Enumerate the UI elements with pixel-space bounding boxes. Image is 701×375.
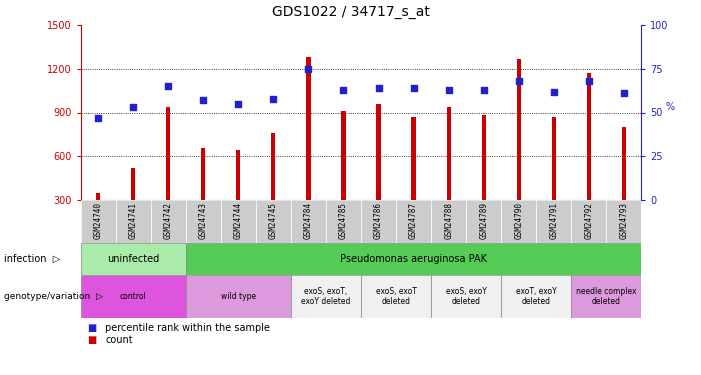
Text: percentile rank within the sample: percentile rank within the sample	[105, 323, 270, 333]
Bar	[256, 200, 291, 243]
Bar	[361, 200, 396, 243]
Bar	[501, 200, 536, 243]
Bar	[431, 275, 501, 318]
Bar	[221, 200, 256, 243]
Bar	[536, 200, 571, 243]
Point	[128, 104, 139, 110]
Point	[338, 87, 349, 93]
Point	[303, 66, 314, 72]
Text: ■: ■	[88, 335, 97, 345]
Bar	[201, 147, 205, 200]
Text: exoS, exoY
deleted: exoS, exoY deleted	[446, 287, 486, 306]
Bar	[81, 275, 186, 318]
Bar	[151, 200, 186, 243]
Text: GSM24743: GSM24743	[199, 202, 207, 239]
Text: GSM24792: GSM24792	[585, 202, 593, 239]
Point	[408, 85, 419, 91]
Bar	[186, 243, 641, 275]
Text: wild type: wild type	[221, 292, 256, 301]
Bar	[482, 116, 486, 200]
Bar	[131, 168, 135, 200]
Text: GSM24744: GSM24744	[234, 202, 243, 239]
Bar	[271, 133, 275, 200]
Text: GSM24789: GSM24789	[479, 202, 488, 239]
Bar	[341, 111, 346, 200]
Text: GSM24787: GSM24787	[409, 202, 418, 239]
Bar	[447, 106, 451, 200]
Point	[618, 90, 629, 96]
Text: exoS, exoT
deleted: exoS, exoT deleted	[376, 287, 416, 306]
Text: genotype/variation  ▷: genotype/variation ▷	[4, 292, 102, 301]
Bar	[517, 58, 521, 200]
Text: needle complex
deleted: needle complex deleted	[576, 287, 637, 306]
Point	[548, 88, 559, 94]
Text: count: count	[105, 335, 132, 345]
Text: GSM24784: GSM24784	[304, 202, 313, 239]
Bar	[571, 200, 606, 243]
Bar	[411, 117, 416, 200]
Bar	[166, 106, 170, 200]
Bar	[306, 57, 311, 200]
Text: GSM24793: GSM24793	[620, 202, 628, 239]
Text: exoT, exoY
deleted: exoT, exoY deleted	[516, 287, 557, 306]
Bar	[291, 200, 326, 243]
Bar	[326, 200, 361, 243]
Text: GSM24745: GSM24745	[269, 202, 278, 239]
Bar	[501, 275, 571, 318]
Bar	[116, 200, 151, 243]
Bar	[291, 275, 361, 318]
Bar	[396, 200, 431, 243]
Text: GDS1022 / 34717_s_at: GDS1022 / 34717_s_at	[271, 5, 430, 19]
Text: GSM24788: GSM24788	[444, 202, 453, 239]
Text: Pseudomonas aeruginosa PAK: Pseudomonas aeruginosa PAK	[340, 254, 487, 264]
Bar	[431, 200, 466, 243]
Text: GSM24786: GSM24786	[374, 202, 383, 239]
Bar	[552, 117, 556, 200]
Bar	[606, 200, 641, 243]
Bar	[236, 150, 240, 200]
Bar	[622, 127, 626, 200]
Point	[93, 115, 104, 121]
Point	[443, 87, 454, 93]
Text: GSM24785: GSM24785	[339, 202, 348, 239]
Bar	[186, 200, 221, 243]
Text: GSM24741: GSM24741	[129, 202, 137, 239]
Bar	[571, 275, 641, 318]
Text: GSM24790: GSM24790	[515, 202, 523, 239]
Text: infection  ▷: infection ▷	[4, 254, 60, 264]
Bar	[376, 104, 381, 200]
Bar	[186, 275, 291, 318]
Bar	[361, 275, 431, 318]
Bar	[466, 200, 501, 243]
Text: GSM24791: GSM24791	[550, 202, 558, 239]
Point	[583, 78, 594, 84]
Text: GSM24740: GSM24740	[94, 202, 102, 239]
Bar	[587, 73, 591, 200]
Point	[513, 78, 524, 84]
Point	[198, 97, 209, 103]
Bar	[81, 243, 186, 275]
Y-axis label: %: %	[666, 102, 675, 112]
Bar	[96, 193, 100, 200]
Text: exoS, exoT,
exoY deleted: exoS, exoT, exoY deleted	[301, 287, 350, 306]
Text: ■: ■	[88, 323, 97, 333]
Point	[163, 83, 174, 89]
Point	[373, 85, 384, 91]
Point	[478, 87, 489, 93]
Text: control: control	[120, 292, 147, 301]
Text: GSM24742: GSM24742	[164, 202, 172, 239]
Point	[233, 101, 244, 107]
Point	[268, 96, 279, 102]
Text: uninfected: uninfected	[107, 254, 159, 264]
Bar	[81, 200, 116, 243]
